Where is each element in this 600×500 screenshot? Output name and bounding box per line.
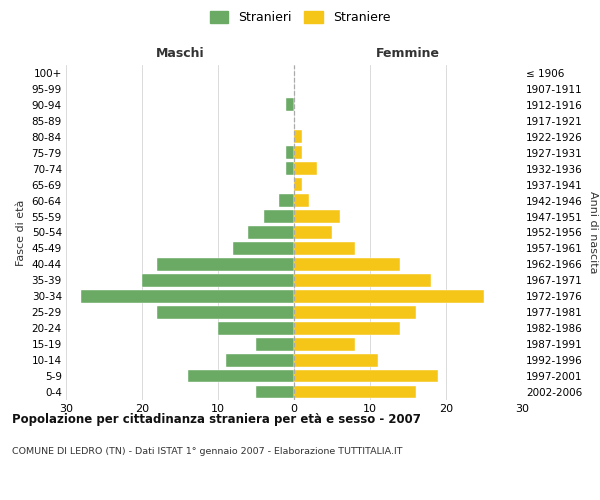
Bar [286, 98, 294, 112]
Text: Maschi: Maschi [155, 47, 205, 60]
Bar [294, 226, 332, 239]
Bar [294, 306, 416, 318]
Y-axis label: Anni di nascita: Anni di nascita [589, 191, 598, 274]
Text: Popolazione per cittadinanza straniera per età e sesso - 2007: Popolazione per cittadinanza straniera p… [12, 412, 421, 426]
Bar [256, 338, 294, 350]
Bar [294, 274, 431, 286]
Bar [294, 386, 416, 398]
Bar [294, 178, 302, 191]
Text: COMUNE DI LEDRO (TN) - Dati ISTAT 1° gennaio 2007 - Elaborazione TUTTITALIA.IT: COMUNE DI LEDRO (TN) - Dati ISTAT 1° gen… [12, 448, 403, 456]
Bar [294, 370, 439, 382]
Bar [188, 370, 294, 382]
Bar [294, 210, 340, 223]
Bar [81, 290, 294, 302]
Text: Femmine: Femmine [376, 47, 440, 60]
Bar [294, 338, 355, 350]
Bar [294, 290, 484, 302]
Bar [157, 306, 294, 318]
Bar [279, 194, 294, 207]
Bar [294, 354, 377, 366]
Bar [286, 146, 294, 159]
Bar [218, 322, 294, 334]
Bar [233, 242, 294, 255]
Bar [157, 258, 294, 271]
Bar [294, 130, 302, 143]
Bar [294, 162, 317, 175]
Bar [286, 162, 294, 175]
Bar [248, 226, 294, 239]
Bar [256, 386, 294, 398]
Bar [263, 210, 294, 223]
Bar [142, 274, 294, 286]
Bar [294, 258, 400, 271]
Bar [294, 194, 309, 207]
Y-axis label: Fasce di età: Fasce di età [16, 200, 26, 266]
Bar [294, 322, 400, 334]
Legend: Stranieri, Straniere: Stranieri, Straniere [209, 11, 391, 24]
Bar [294, 146, 302, 159]
Bar [226, 354, 294, 366]
Bar [294, 242, 355, 255]
